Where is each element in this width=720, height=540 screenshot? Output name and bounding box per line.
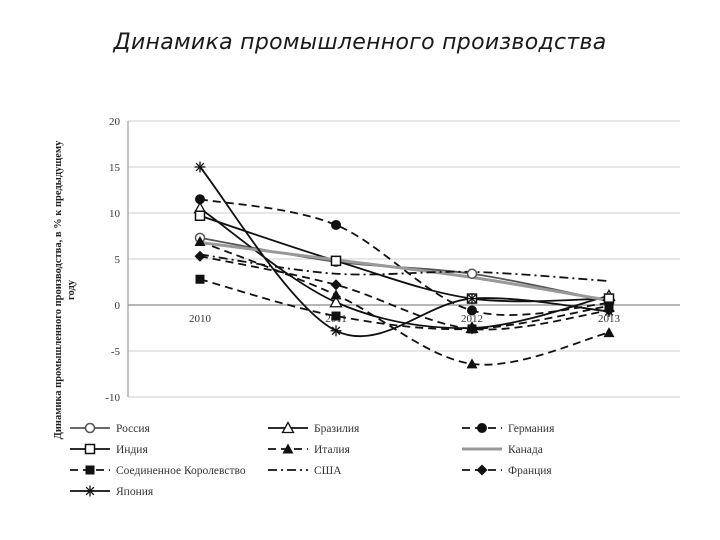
y-tick-label: -10	[105, 392, 120, 404]
legend-label: Соединенное Королевство	[116, 465, 246, 477]
legend-marker	[85, 465, 95, 475]
y-tick-label: 5	[115, 254, 121, 266]
legend-label: Индия	[116, 444, 148, 456]
series-line-8	[199, 255, 610, 331]
series-line-6	[199, 278, 610, 331]
legend-marker	[281, 421, 295, 434]
data-point-s9-0	[194, 161, 206, 173]
data-point-s1-1	[329, 295, 343, 308]
series-line-2	[199, 198, 610, 316]
data-point-s9-2	[466, 293, 478, 305]
data-point-s4-2	[466, 358, 478, 369]
data-point-s2-0	[195, 194, 205, 205]
y-tick-label: 15	[109, 162, 121, 174]
legend-label: Япония	[116, 486, 154, 498]
data-point-s8-1	[330, 279, 342, 291]
data-point-s3-0	[194, 210, 206, 222]
data-point-s2-2	[467, 305, 477, 316]
data-point-s6-0	[195, 274, 205, 284]
data-point-s3-1	[330, 255, 342, 267]
y-tick-label: 0	[115, 300, 121, 312]
data-point-s8-2	[466, 323, 478, 335]
legend-label: Германия	[508, 423, 555, 435]
data-point-s4-1	[330, 289, 342, 300]
data-point-s8-0	[194, 250, 206, 262]
x-tick-label: 2013	[598, 313, 621, 325]
legend-label: Бразилия	[314, 423, 360, 435]
x-tick-label: 2012	[461, 313, 483, 325]
y-tick-label: 10	[109, 208, 121, 220]
data-point-s6-1	[331, 311, 341, 321]
series-line-4	[199, 240, 610, 366]
legend-marker	[84, 443, 96, 455]
legend-label: Россия	[116, 423, 151, 435]
data-point-s4-3	[603, 327, 615, 338]
x-tick-label: 2010	[189, 313, 212, 325]
data-point-s2-1	[331, 219, 341, 230]
legend-marker	[476, 464, 488, 476]
legend-marker	[282, 443, 294, 454]
y-tick-label: -5	[111, 346, 121, 358]
series-line-9	[199, 166, 610, 338]
series-line-3	[199, 214, 610, 303]
legend-label: США	[314, 465, 342, 477]
legend-label: Канада	[508, 444, 543, 456]
series-line-7	[199, 253, 610, 282]
series-line-5	[199, 240, 610, 302]
data-point-s9-1	[330, 325, 342, 337]
data-point-s9-3	[603, 305, 615, 317]
legend-label: Франция	[508, 465, 552, 477]
legend-marker	[84, 422, 96, 434]
data-point-s0-2	[466, 268, 478, 279]
legend-label: Италия	[314, 444, 351, 456]
slide-title: Динамика промышленного производства	[113, 30, 607, 55]
legend-marker	[477, 423, 487, 433]
y-tick-label: 20	[109, 116, 121, 128]
data-point-s4-0	[194, 236, 206, 247]
legend-marker	[84, 485, 96, 497]
